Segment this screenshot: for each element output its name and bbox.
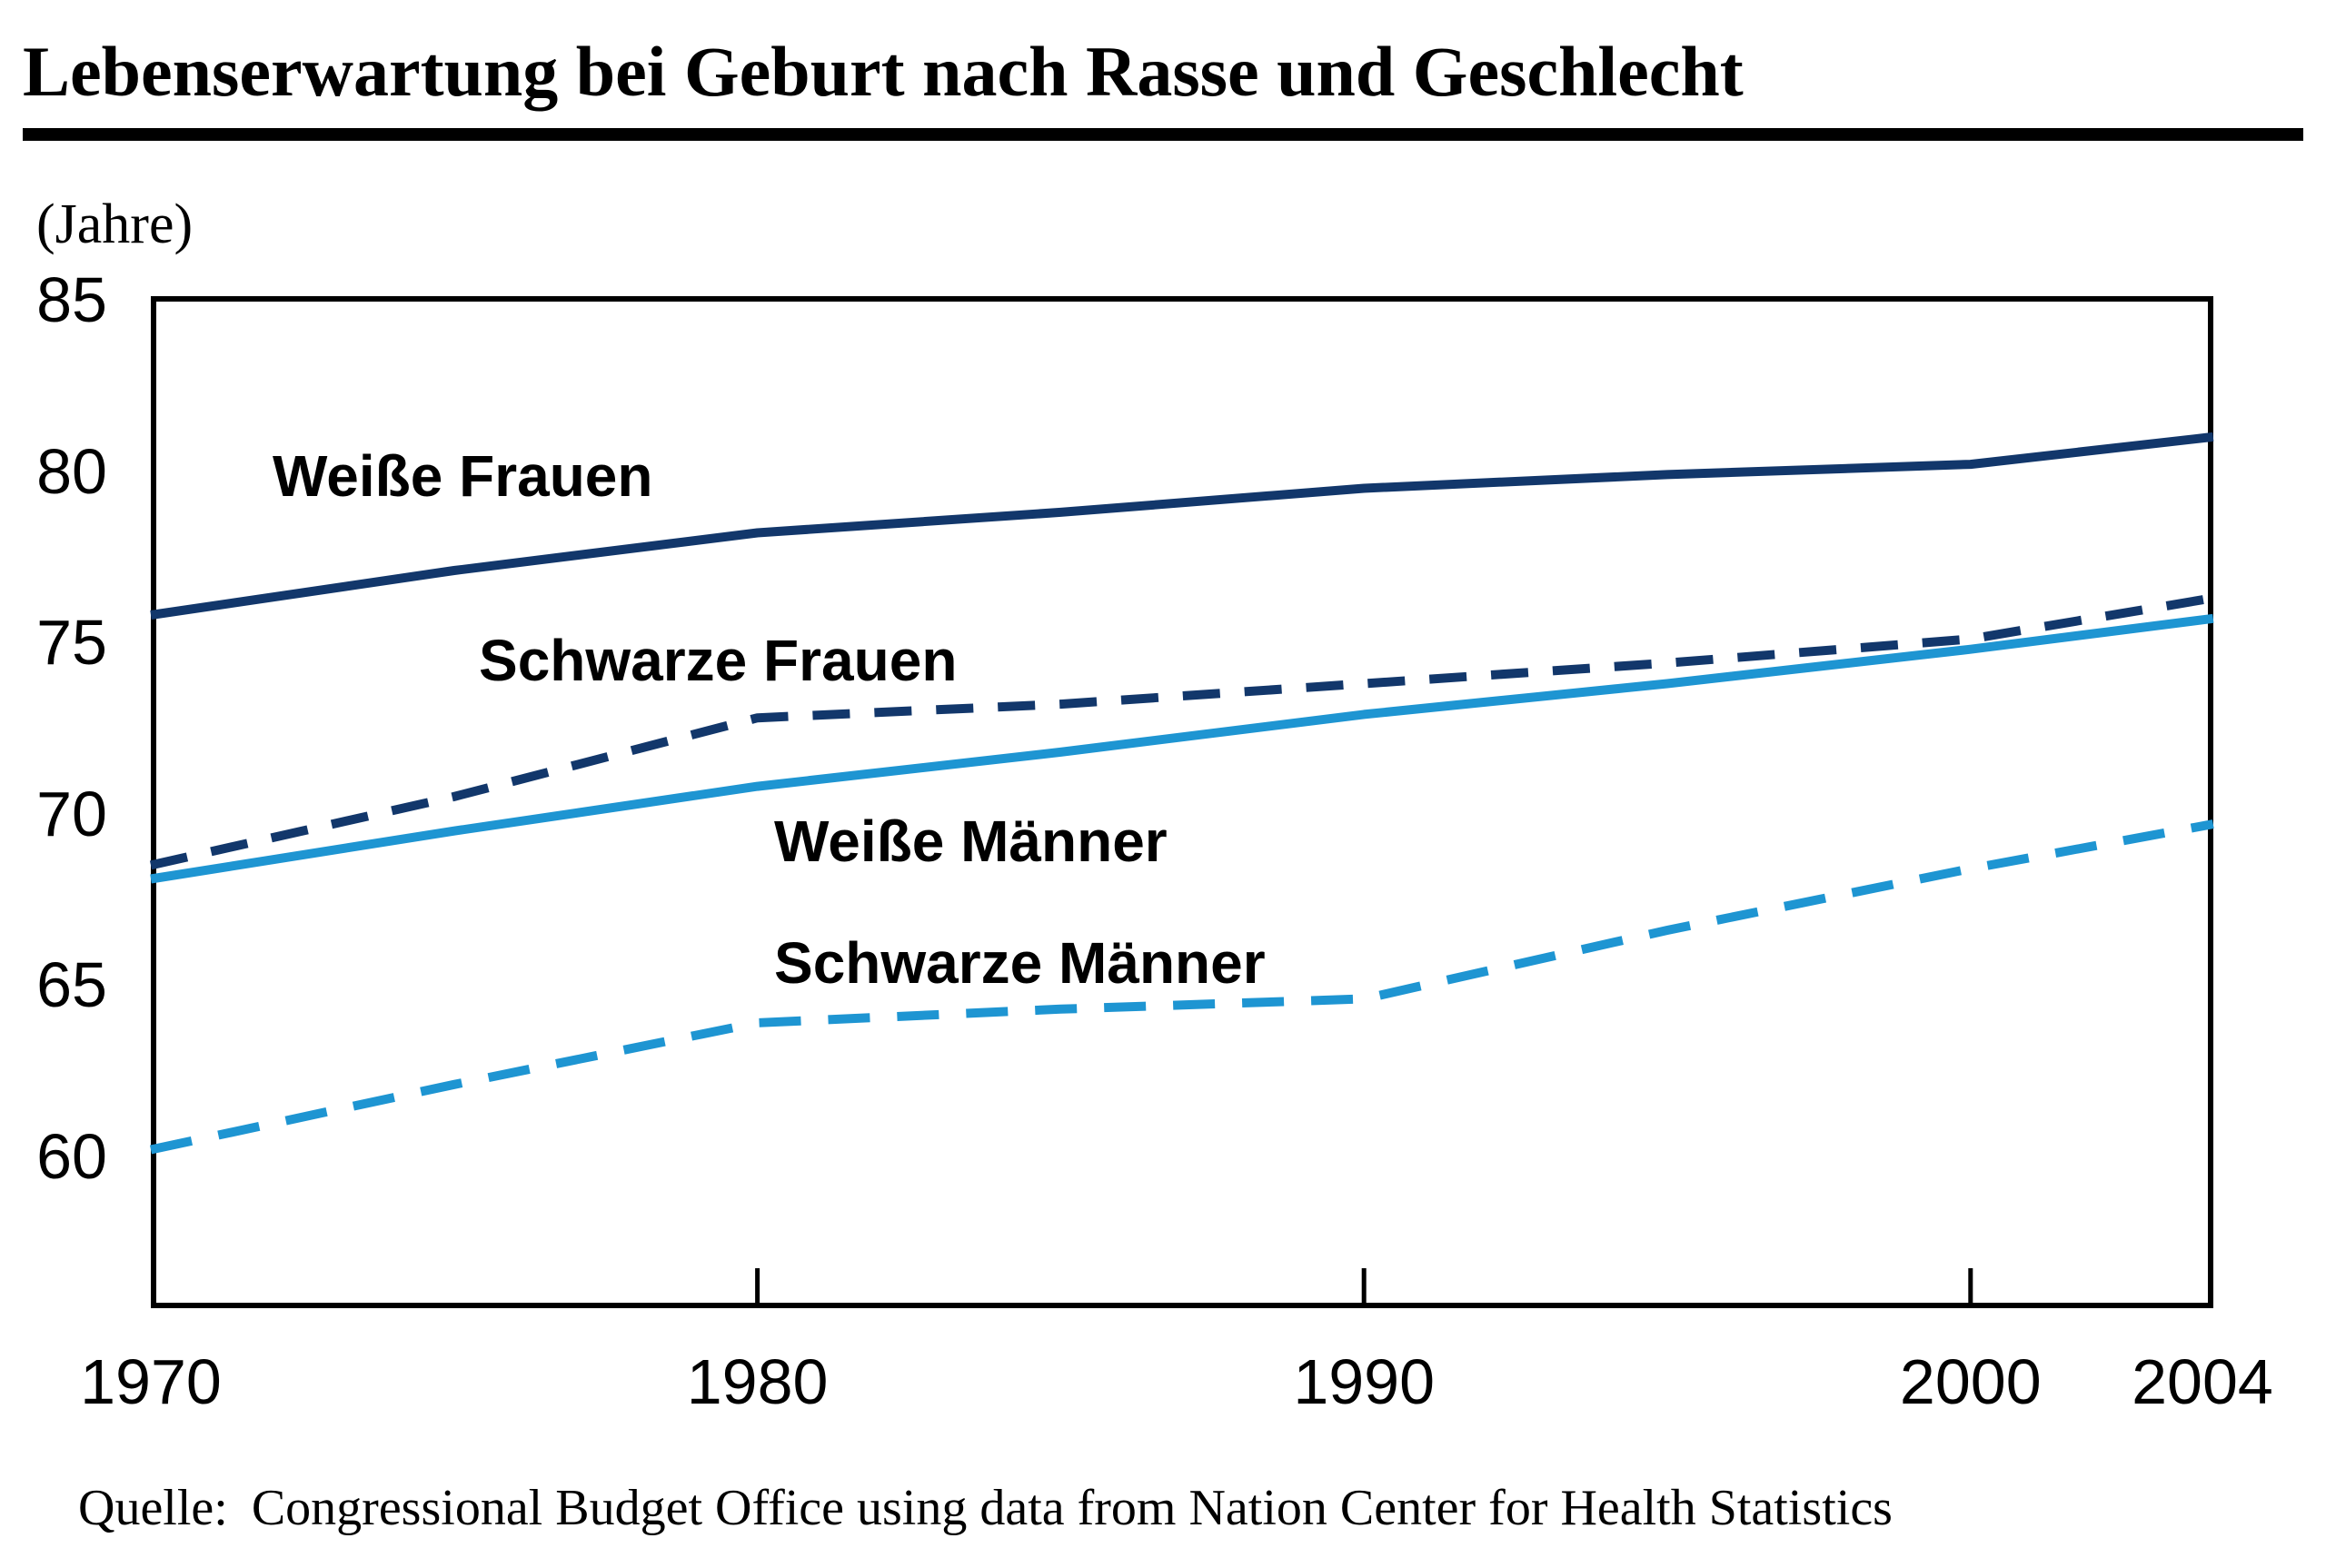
x-tick-label-2004: 2004 (2132, 1346, 2273, 1417)
series-label-weisse-maenner: Weiße Männer (774, 809, 1168, 874)
series-label-weisse-frauen: Weiße Frauen (273, 443, 653, 509)
series-label-schwarze-frauen: Schwarze Frauen (479, 628, 958, 693)
y-tick-label-60: 60 (36, 1121, 107, 1192)
source-prefix: Quelle: (78, 1480, 228, 1536)
y-tick-label-75: 75 (36, 607, 107, 679)
title-divider-rule (23, 128, 2303, 141)
line-schwarze-m-nner (149, 819, 2214, 1155)
x-axis-tick-marks (755, 1268, 1973, 1305)
y-tick-label-70: 70 (36, 778, 107, 849)
source-note: Quelle: Congressional Budget Office using… (78, 1479, 1893, 1537)
x-tick-label-1980: 1980 (686, 1346, 829, 1417)
line-schwarze-frauen (149, 593, 2214, 870)
data-series-lines (149, 432, 2214, 1155)
x-tick-label-1970: 1970 (80, 1346, 222, 1417)
source-text: Congressional Budget Office using data f… (251, 1480, 1893, 1536)
x-tick-label-2000: 2000 (1899, 1346, 2042, 1417)
y-tick-label-85: 85 (36, 264, 107, 335)
y-tick-label-65: 65 (36, 949, 107, 1021)
x-tick-label-1990: 1990 (1293, 1346, 1436, 1417)
line-wei-e-frauen (150, 432, 2214, 620)
y-axis-unit-label: (Jahre) (36, 194, 194, 255)
line-wei-e-m-nner (150, 613, 2214, 884)
y-tick-label-80: 80 (36, 435, 107, 507)
plot-border (151, 296, 2213, 1308)
series-label-schwarze-maenner: Schwarze Männer (774, 930, 1266, 996)
chart-title: Lebenserwartung bei Geburt nach Rasse un… (23, 32, 1744, 111)
